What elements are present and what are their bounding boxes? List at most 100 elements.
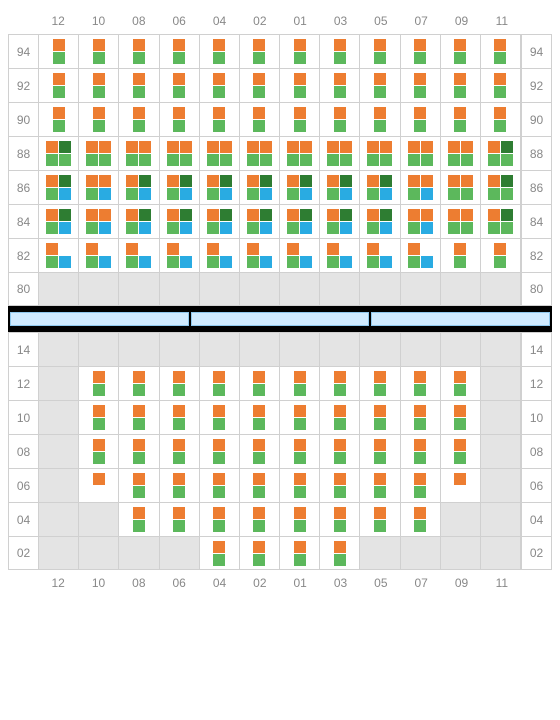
seat-cell[interactable]: [280, 171, 320, 204]
seat-cell[interactable]: [280, 469, 320, 502]
seat-cell[interactable]: [441, 239, 481, 272]
seat-cell[interactable]: [200, 69, 240, 102]
seat-cell[interactable]: [360, 205, 400, 238]
seat-cell[interactable]: [119, 435, 159, 468]
seat-cell[interactable]: [119, 137, 159, 170]
seat-cell[interactable]: [160, 205, 200, 238]
seat-cell[interactable]: [119, 401, 159, 434]
seat-cell[interactable]: [200, 537, 240, 569]
seat-cell[interactable]: [240, 69, 280, 102]
seat-cell[interactable]: [119, 239, 159, 272]
seat-cell[interactable]: [240, 367, 280, 400]
seat-cell[interactable]: [240, 503, 280, 536]
seat-cell[interactable]: [119, 503, 159, 536]
seat-cell[interactable]: [441, 69, 481, 102]
seat-cell[interactable]: [119, 35, 159, 68]
seat-cell[interactable]: [441, 35, 481, 68]
seat-cell[interactable]: [240, 537, 280, 569]
seat-cell[interactable]: [360, 503, 400, 536]
seat-cell[interactable]: [320, 205, 360, 238]
seat-cell[interactable]: [160, 469, 200, 502]
seat-cell[interactable]: [160, 503, 200, 536]
seat-cell[interactable]: [481, 69, 521, 102]
seat-cell[interactable]: [240, 469, 280, 502]
seat-cell[interactable]: [280, 35, 320, 68]
seat-cell[interactable]: [160, 171, 200, 204]
seat-cell[interactable]: [360, 137, 400, 170]
seat-cell[interactable]: [320, 435, 360, 468]
seat-cell[interactable]: [401, 205, 441, 238]
seat-cell[interactable]: [160, 401, 200, 434]
seat-cell[interactable]: [360, 35, 400, 68]
seat-cell[interactable]: [79, 435, 119, 468]
seat-cell[interactable]: [280, 137, 320, 170]
seat-cell[interactable]: [481, 137, 521, 170]
seat-cell[interactable]: [280, 367, 320, 400]
seat-cell[interactable]: [401, 401, 441, 434]
seat-cell[interactable]: [39, 137, 79, 170]
seat-cell[interactable]: [320, 137, 360, 170]
seat-cell[interactable]: [280, 103, 320, 136]
seat-cell[interactable]: [401, 435, 441, 468]
seat-cell[interactable]: [401, 469, 441, 502]
seat-cell[interactable]: [240, 35, 280, 68]
seat-cell[interactable]: [280, 503, 320, 536]
seat-cell[interactable]: [320, 367, 360, 400]
seat-cell[interactable]: [79, 239, 119, 272]
seat-cell[interactable]: [119, 367, 159, 400]
seat-cell[interactable]: [160, 35, 200, 68]
seat-cell[interactable]: [200, 137, 240, 170]
seat-cell[interactable]: [320, 239, 360, 272]
seat-cell[interactable]: [160, 103, 200, 136]
seat-cell[interactable]: [200, 469, 240, 502]
seat-cell[interactable]: [79, 137, 119, 170]
seat-cell[interactable]: [360, 435, 400, 468]
seat-cell[interactable]: [441, 205, 481, 238]
seat-cell[interactable]: [200, 435, 240, 468]
seat-cell[interactable]: [79, 367, 119, 400]
seat-cell[interactable]: [441, 469, 481, 502]
seat-cell[interactable]: [79, 103, 119, 136]
seat-cell[interactable]: [200, 35, 240, 68]
seat-cell[interactable]: [280, 401, 320, 434]
seat-cell[interactable]: [119, 103, 159, 136]
seat-cell[interactable]: [119, 69, 159, 102]
seat-cell[interactable]: [160, 69, 200, 102]
seat-cell[interactable]: [79, 69, 119, 102]
seat-cell[interactable]: [401, 137, 441, 170]
seat-cell[interactable]: [320, 469, 360, 502]
seat-cell[interactable]: [441, 401, 481, 434]
seat-cell[interactable]: [39, 69, 79, 102]
seat-cell[interactable]: [39, 35, 79, 68]
seat-cell[interactable]: [79, 469, 119, 502]
seat-cell[interactable]: [401, 103, 441, 136]
seat-cell[interactable]: [320, 69, 360, 102]
seat-cell[interactable]: [401, 367, 441, 400]
seat-cell[interactable]: [39, 205, 79, 238]
seat-cell[interactable]: [401, 503, 441, 536]
seat-cell[interactable]: [160, 239, 200, 272]
seat-cell[interactable]: [320, 401, 360, 434]
seat-cell[interactable]: [200, 171, 240, 204]
seat-cell[interactable]: [481, 171, 521, 204]
seat-cell[interactable]: [240, 171, 280, 204]
seat-cell[interactable]: [200, 239, 240, 272]
seat-cell[interactable]: [79, 35, 119, 68]
seat-cell[interactable]: [401, 35, 441, 68]
seat-cell[interactable]: [119, 205, 159, 238]
seat-cell[interactable]: [360, 401, 400, 434]
seat-cell[interactable]: [360, 239, 400, 272]
seat-cell[interactable]: [441, 435, 481, 468]
seat-cell[interactable]: [200, 103, 240, 136]
seat-cell[interactable]: [200, 503, 240, 536]
seat-cell[interactable]: [401, 239, 441, 272]
seat-cell[interactable]: [240, 137, 280, 170]
seat-cell[interactable]: [481, 239, 521, 272]
seat-cell[interactable]: [320, 537, 360, 569]
seat-cell[interactable]: [280, 537, 320, 569]
seat-cell[interactable]: [79, 205, 119, 238]
seat-cell[interactable]: [481, 35, 521, 68]
seat-cell[interactable]: [240, 103, 280, 136]
seat-cell[interactable]: [280, 239, 320, 272]
seat-cell[interactable]: [441, 171, 481, 204]
